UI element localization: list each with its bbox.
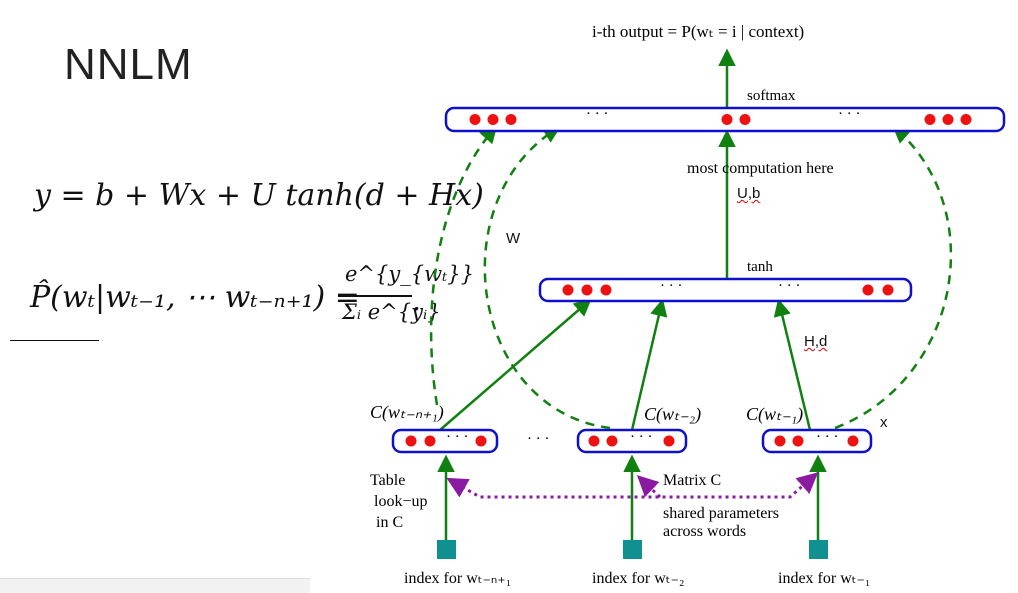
status-strip	[0, 578, 310, 593]
context1-unit	[424, 435, 436, 447]
context1-unit	[405, 435, 417, 447]
context3-unit	[847, 435, 859, 447]
softmax-units	[469, 114, 972, 125]
equation-2-lhs: P̂(wₜ|wₜ₋₁, ⋯ wₜ₋ₙ₊₁) =	[30, 280, 360, 315]
tanh-unit	[600, 284, 612, 296]
tanh-layer	[538, 277, 913, 303]
index-square-2	[623, 540, 642, 559]
table-lookup-line-1: Table	[370, 472, 406, 489]
w-connection-curve-outer-left	[429, 125, 498, 406]
equation-2-denominator: Σᵢ e^{yᵢ}	[342, 300, 441, 324]
context2-unit	[663, 435, 675, 447]
shared-params-mid-arrow	[636, 475, 662, 499]
softmax-ellipsis-left: · · ·	[586, 106, 609, 122]
tanh-unit	[581, 284, 593, 296]
tanh-units	[562, 284, 894, 296]
context3-unit	[774, 435, 786, 447]
shared-params-line	[446, 472, 819, 499]
shared-params-line-2: across words	[663, 523, 747, 540]
context3-ellipsis: · · ·	[816, 429, 839, 445]
context-label-2: C(wₜ₋₂)	[644, 404, 702, 424]
equation-2-period: .	[412, 284, 421, 317]
equation-2-numerator: e^{y_{wₜ}}	[345, 262, 474, 286]
tanh-unit	[562, 284, 574, 296]
tanh-unit	[882, 284, 894, 296]
context2-unit	[588, 435, 600, 447]
softmax-unit	[739, 114, 751, 125]
context-box-3	[761, 428, 873, 454]
matrix-c-label: Matrix C	[663, 472, 722, 489]
softmax-unit	[924, 114, 936, 125]
index-square-3	[809, 540, 828, 559]
softmax-ellipsis-right: · · ·	[838, 106, 861, 122]
softmax-unit	[505, 114, 517, 125]
slide-title: NNLM	[64, 40, 193, 89]
x-label: x	[880, 414, 888, 431]
context-label-1: C(wₜ₋ₙ₊₁)	[370, 402, 444, 422]
softmax-unit	[721, 114, 733, 125]
context1-ellipsis: · · ·	[446, 429, 469, 445]
softmax-unit	[960, 114, 972, 125]
output-label: i-th output = P(wₜ = i | context)	[592, 22, 805, 41]
context-box-1	[391, 428, 499, 454]
softmax-unit	[487, 114, 499, 125]
tanh-unit	[862, 284, 874, 296]
w-connection-curve-inner-left	[483, 126, 611, 430]
softmax-label: softmax	[747, 88, 796, 104]
index-label-1: index for wₜ₋ₙ₊₁	[404, 570, 512, 587]
softmax-unit	[942, 114, 954, 125]
divider-line	[10, 340, 99, 341]
context2-to-tanh-arrow	[630, 298, 668, 431]
tanh-ellipsis-left: · · ·	[660, 278, 683, 294]
fraction-bar	[338, 295, 412, 297]
hd-label: H,d	[804, 333, 828, 350]
w-label: W	[506, 230, 521, 247]
softmax-unit	[469, 114, 481, 125]
ub-label: U,b	[737, 185, 761, 202]
table-lookup-line-2: look−up	[374, 493, 428, 510]
shared-params-line-1: shared parameters	[663, 505, 779, 522]
context2-unit	[606, 435, 618, 447]
context1-to-tanh-arrow	[439, 298, 592, 431]
index-label-3: index for wₜ₋₁	[778, 570, 871, 587]
index-square-1	[437, 540, 456, 559]
table-lookup-line-3: in C	[376, 514, 404, 531]
index-label-2: index for wₜ₋₂	[592, 570, 685, 587]
context1-unit	[475, 435, 487, 447]
between-ellipsis: · · ·	[527, 431, 550, 447]
context-box-2	[576, 428, 688, 454]
tanh-ellipsis-right: · · ·	[778, 278, 801, 294]
most-computation-label: most computation here	[687, 160, 834, 177]
context3-to-tanh-arrow	[773, 298, 812, 431]
tanh-label: tanh	[747, 259, 773, 275]
context-label-3: C(wₜ₋₁)	[746, 404, 804, 424]
w-connection-curve-right	[834, 125, 953, 430]
equation-1: y = b + Wx + U tanh(d + Hx)	[34, 178, 484, 213]
context3-unit	[792, 435, 804, 447]
context2-ellipsis: · · ·	[630, 429, 653, 445]
